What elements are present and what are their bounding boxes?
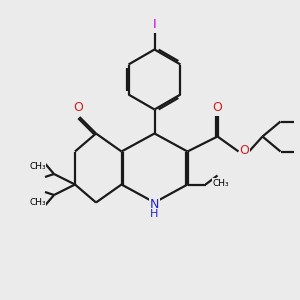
- Text: CH₃: CH₃: [212, 178, 229, 188]
- Text: O: O: [240, 143, 249, 157]
- Text: O: O: [213, 100, 222, 114]
- Text: I: I: [153, 17, 156, 31]
- Text: CH₃: CH₃: [29, 198, 46, 207]
- Text: O: O: [73, 101, 83, 114]
- Text: N: N: [150, 197, 159, 211]
- Text: CH₃: CH₃: [29, 162, 46, 171]
- Text: H: H: [150, 209, 159, 219]
